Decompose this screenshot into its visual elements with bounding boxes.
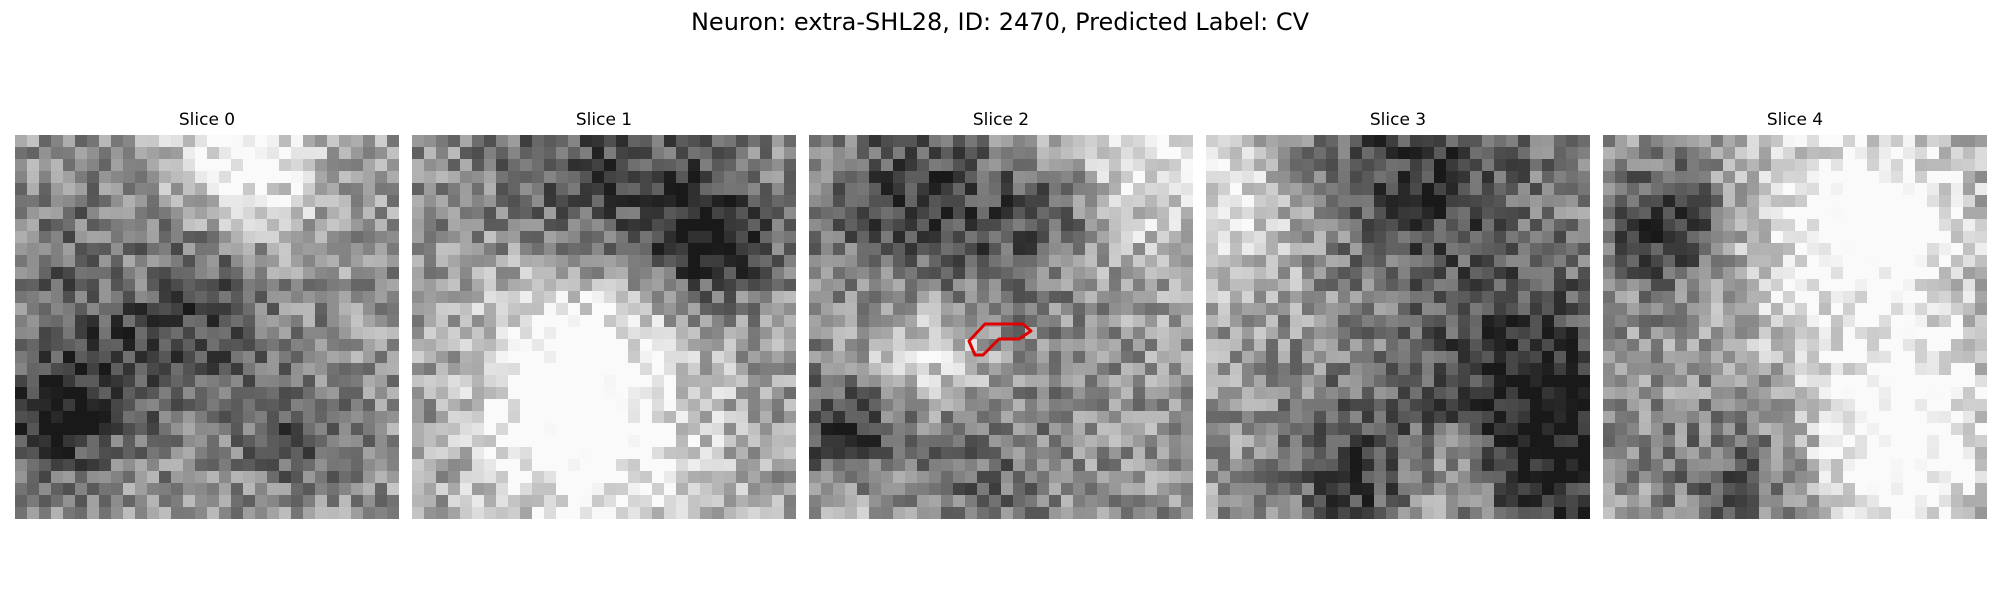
- slice-panel-4: Slice 4: [1603, 108, 1987, 132]
- slice-title: Slice 4: [1603, 108, 1987, 132]
- slice-panel-0: Slice 0: [15, 108, 399, 132]
- slice-title: Slice 2: [809, 108, 1193, 132]
- slice-image: [1603, 135, 1987, 519]
- slice-title: Slice 3: [1206, 108, 1590, 132]
- slice-image: [1206, 135, 1590, 519]
- slice-image: [809, 135, 1193, 519]
- figure-title: Neuron: extra-SHL28, ID: 2470, Predicted…: [0, 6, 2000, 38]
- slice-panel-3: Slice 3: [1206, 108, 1590, 132]
- slice-title: Slice 1: [412, 108, 796, 132]
- slice-panel-1: Slice 1: [412, 108, 796, 132]
- slice-title: Slice 0: [15, 108, 399, 132]
- slice-image: [412, 135, 796, 519]
- slice-panel-2: Slice 2: [809, 108, 1193, 132]
- slice-image: [15, 135, 399, 519]
